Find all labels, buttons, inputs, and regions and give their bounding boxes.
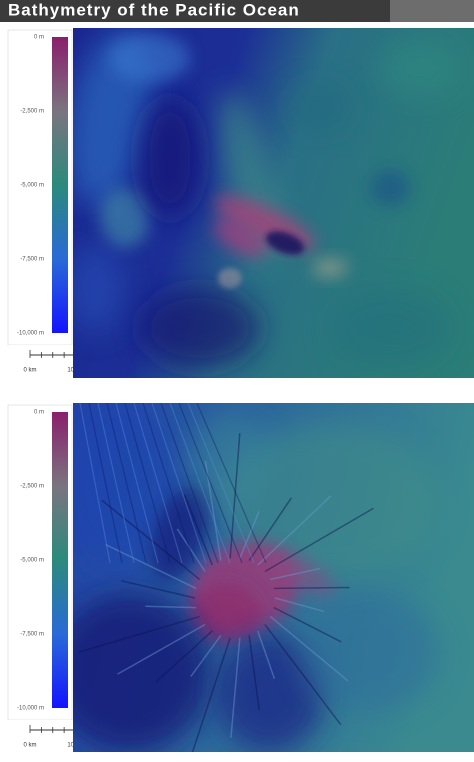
legend-label: 0 m <box>34 410 44 416</box>
ridge <box>133 403 183 564</box>
ridge <box>79 403 111 564</box>
ridge <box>204 461 222 561</box>
relief <box>190 583 260 643</box>
bathymetry-map <box>73 28 474 378</box>
relief <box>312 258 348 278</box>
color-bar <box>52 412 68 708</box>
relief <box>290 83 350 133</box>
ridge <box>115 403 159 564</box>
ridge <box>88 403 123 564</box>
scale-label: 0 km <box>23 368 36 374</box>
legend-label: -2,500 m <box>20 484 44 490</box>
ridge <box>264 624 342 726</box>
ridge <box>160 403 219 564</box>
ridge <box>151 403 207 564</box>
relief <box>220 423 440 583</box>
legend-label: -10,000 m <box>17 331 44 337</box>
relief <box>190 413 270 513</box>
ridge <box>183 494 213 566</box>
scale-label: 0 km <box>23 743 36 749</box>
ridge <box>239 510 260 559</box>
ridge <box>187 403 255 564</box>
ridge <box>264 507 374 573</box>
relief <box>380 38 460 98</box>
relief <box>73 403 180 573</box>
relief <box>300 593 440 713</box>
legend-label: -7,500 m <box>20 257 44 263</box>
ridge <box>257 630 276 680</box>
ridge <box>269 616 349 682</box>
legend-label: -7,500 m <box>20 632 44 638</box>
relief <box>100 188 150 248</box>
ridge <box>124 403 171 564</box>
ridge <box>248 635 260 711</box>
ridge <box>155 630 213 683</box>
bathymetry-map <box>73 403 474 752</box>
relief <box>140 98 200 218</box>
ridge <box>142 403 195 564</box>
legend-label: -5,000 m <box>20 558 44 564</box>
relief <box>264 549 336 597</box>
relief <box>150 485 210 581</box>
ridge <box>121 580 196 599</box>
ridge <box>229 433 241 559</box>
title-bar-end <box>390 0 474 22</box>
relief <box>140 288 260 368</box>
title-bar <box>0 0 390 22</box>
ridge <box>97 403 135 564</box>
legend-label: -5,000 m <box>20 183 44 189</box>
ridge <box>270 567 321 581</box>
legend-label: 0 m <box>34 35 44 41</box>
legend-label: -10,000 m <box>17 706 44 712</box>
ridge <box>190 634 222 677</box>
ridge <box>230 637 241 739</box>
ridge <box>78 615 200 653</box>
relief <box>73 593 210 752</box>
relief <box>73 243 125 333</box>
ridge <box>191 637 231 752</box>
relief <box>213 218 267 258</box>
ridge <box>196 403 267 564</box>
ridge <box>273 586 350 590</box>
ridge <box>274 597 325 613</box>
ridge <box>106 403 147 564</box>
ridge <box>105 543 197 590</box>
relief <box>330 288 450 368</box>
color-bar <box>52 37 68 333</box>
title: Bathymetry of the Pacific Ocean <box>8 0 300 19</box>
relief <box>265 231 305 255</box>
legend-label: -2,500 m <box>20 109 44 115</box>
ridge <box>101 499 201 580</box>
ridge <box>248 497 293 562</box>
relief <box>218 268 242 288</box>
ridge <box>273 606 342 643</box>
ridge <box>176 528 206 572</box>
relief <box>110 33 190 83</box>
relief <box>215 633 325 752</box>
ridge <box>178 403 243 564</box>
ridge <box>257 495 332 566</box>
ridge <box>145 605 197 609</box>
ridge <box>169 403 231 564</box>
relief <box>370 170 410 206</box>
ridge <box>117 623 206 675</box>
